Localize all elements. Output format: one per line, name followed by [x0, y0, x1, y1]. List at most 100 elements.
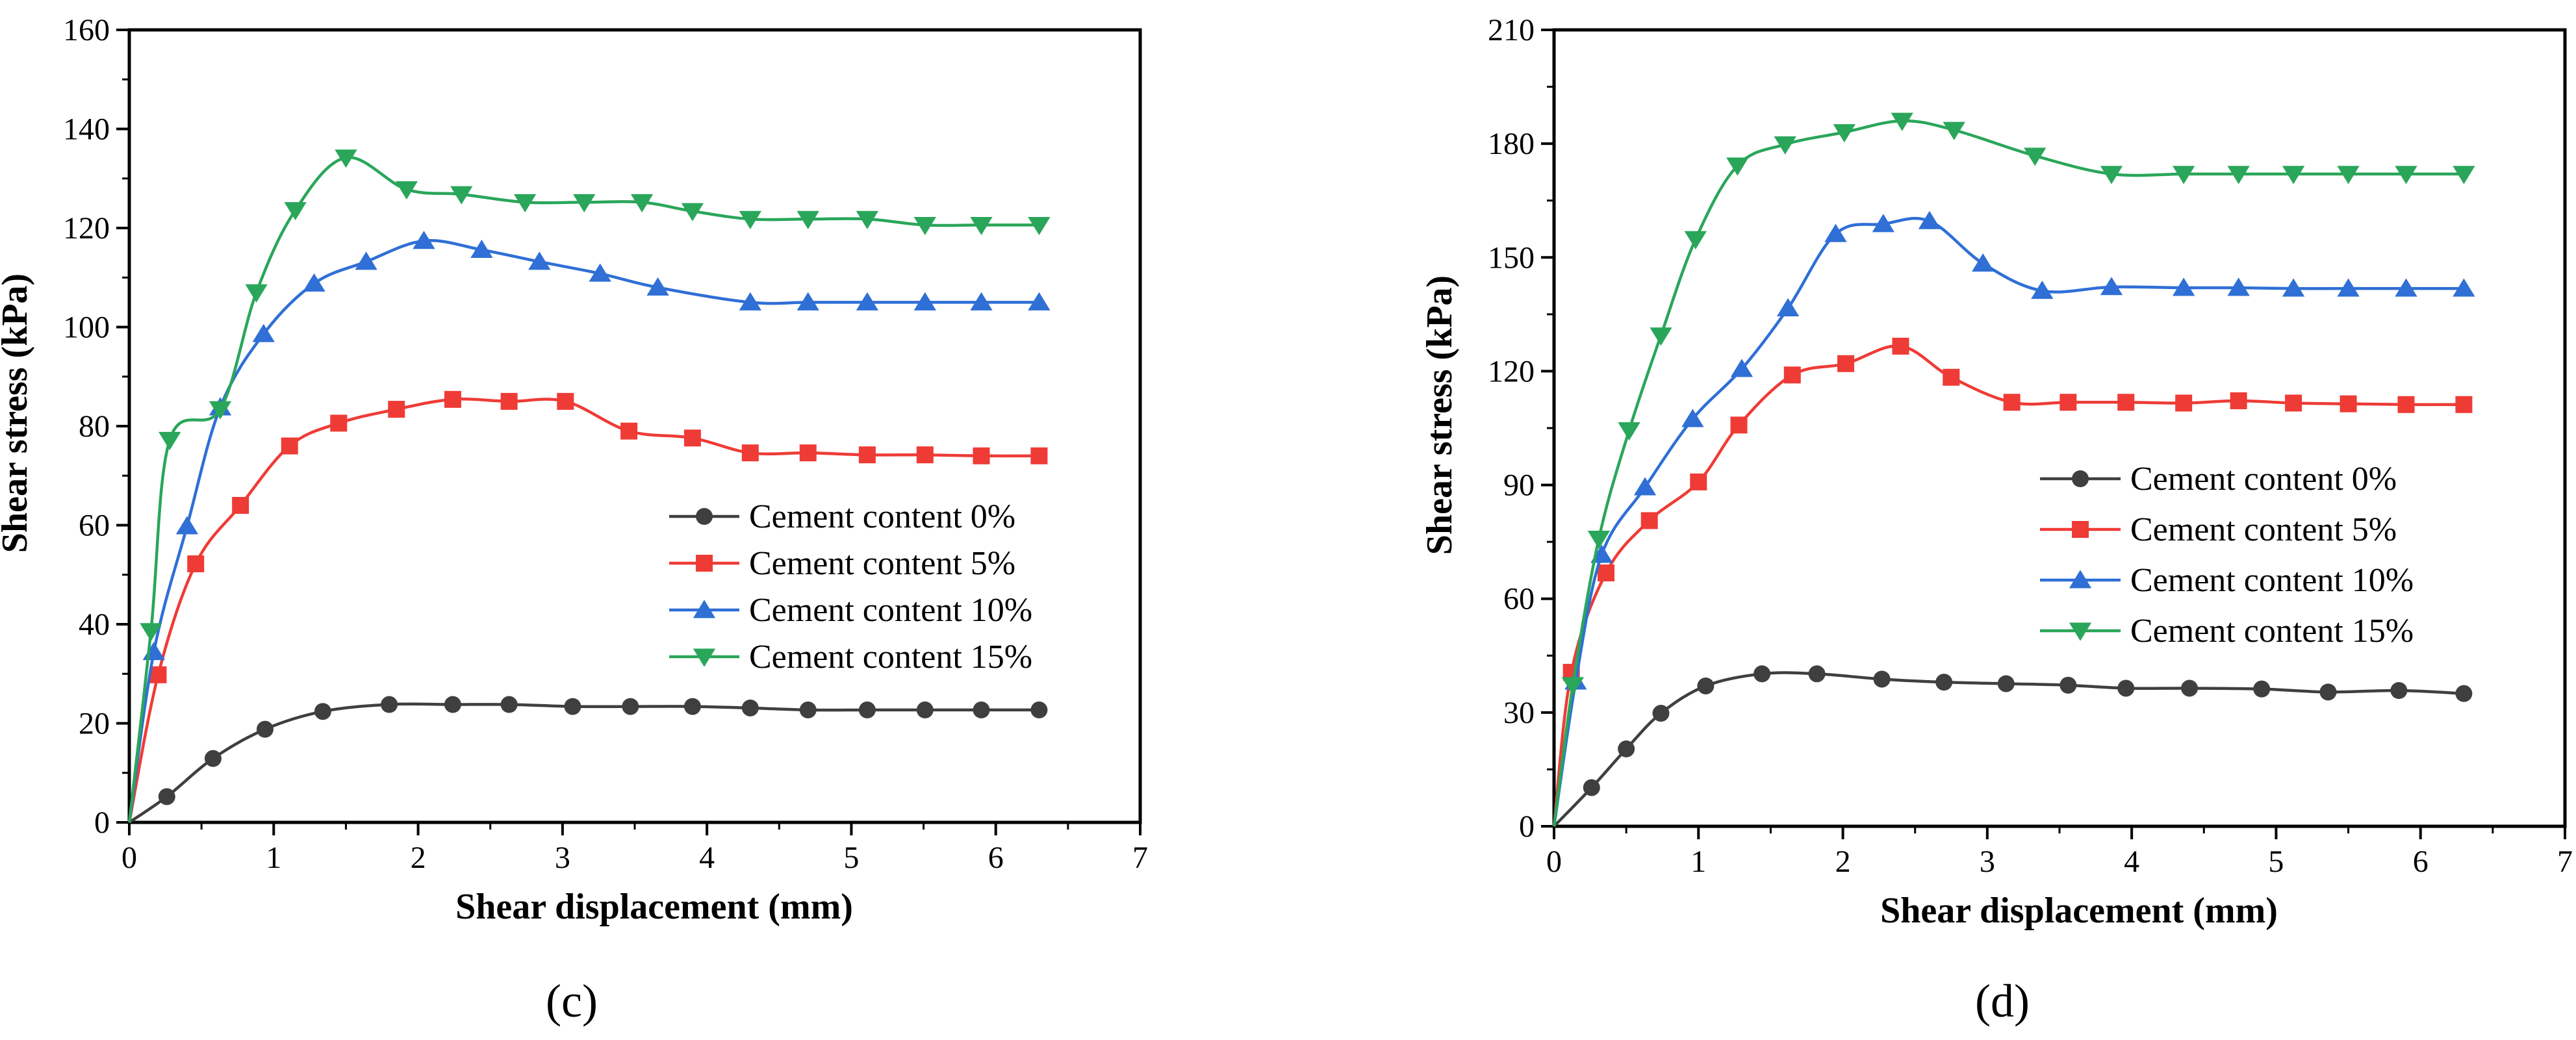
y-tick-label: 120 [1488, 354, 1535, 388]
data-point [140, 623, 162, 642]
data-point [528, 251, 551, 270]
series-1 [1552, 337, 2473, 827]
data-point [1972, 253, 1995, 272]
data-point [500, 696, 518, 713]
data-point [1730, 359, 1753, 377]
data-point [2319, 683, 2337, 701]
data-point [683, 429, 701, 447]
x-tick-label: 6 [988, 841, 1004, 875]
legend-swatch-marker [2072, 470, 2089, 487]
data-point [335, 149, 357, 168]
data-point [2397, 396, 2415, 413]
data-point [856, 292, 879, 311]
series-3 [1552, 112, 2475, 827]
legend-label: Cement content 10% [2130, 562, 2414, 599]
data-point [681, 203, 704, 222]
legend-label: Cement content 10% [749, 592, 1032, 629]
x-tick-label: 3 [555, 841, 570, 875]
data-point [2117, 679, 2135, 697]
legend-swatch-marker [2072, 521, 2089, 538]
data-point [252, 323, 275, 342]
x-tick-label: 3 [1980, 844, 1995, 879]
data-point [1726, 157, 1749, 176]
data-point [1583, 779, 1600, 796]
data-point [1873, 670, 1891, 688]
data-point [2453, 166, 2475, 184]
x-tick-label: 1 [266, 841, 281, 875]
data-point [2175, 394, 2193, 412]
y-axis-title: Shear stress (kPa) [0, 273, 35, 553]
data-point [2117, 394, 2135, 411]
data-point [1918, 210, 1941, 229]
data-point [175, 516, 199, 535]
legend-label: Cement content 15% [2130, 613, 2414, 650]
y-tick-label: 0 [1519, 809, 1535, 844]
data-point [797, 210, 819, 229]
data-point [158, 788, 175, 805]
data-point [2031, 281, 2054, 299]
data-point [470, 239, 493, 259]
data-point [2060, 394, 2077, 411]
data-point [1837, 355, 1855, 372]
y-tick-label: 20 [79, 707, 110, 741]
data-point [858, 701, 876, 718]
x-tick-label: 2 [411, 841, 426, 875]
data-point [413, 231, 435, 249]
data-point [970, 216, 993, 236]
data-point [2253, 680, 2271, 698]
data-point [381, 696, 398, 713]
data-point [739, 292, 761, 311]
data-point [646, 277, 669, 296]
data-point [1697, 677, 1715, 694]
data-point [444, 390, 461, 408]
series-0 [128, 696, 1048, 824]
data-point [2100, 277, 2123, 296]
data-point [149, 666, 167, 683]
data-point [564, 698, 581, 715]
data-point [444, 696, 461, 713]
y-tick-label: 90 [1503, 468, 1535, 503]
data-point [1824, 223, 1847, 242]
x-tick-label: 1 [1690, 844, 1706, 879]
data-point [159, 431, 181, 450]
data-point [1935, 674, 1953, 691]
data-point [1943, 368, 1960, 386]
data-point [2024, 147, 2047, 166]
data-point [355, 251, 377, 270]
data-point [2227, 277, 2250, 296]
data-point [741, 444, 759, 462]
data-point [573, 194, 596, 212]
data-point [1028, 216, 1051, 236]
data-point [2285, 394, 2302, 412]
data-point [2453, 278, 2475, 297]
data-point [284, 202, 307, 221]
data-point [388, 401, 405, 418]
series-1 [127, 390, 1048, 823]
data-point [1652, 705, 1670, 722]
panel-caption: (d) [1975, 975, 2030, 1027]
legend-swatch-marker [696, 508, 713, 525]
data-point [797, 292, 819, 311]
data-point [683, 698, 701, 715]
data-point [858, 446, 876, 464]
series-3 [127, 149, 1051, 823]
data-point [1587, 530, 1611, 550]
data-point [1891, 112, 1913, 131]
data-point [2282, 166, 2305, 184]
data-point [2340, 395, 2357, 412]
data-point [303, 273, 325, 292]
data-point [2227, 166, 2250, 184]
y-tick-label: 60 [79, 509, 110, 543]
data-point [916, 701, 934, 718]
data-point [1028, 292, 1051, 311]
data-point [1684, 231, 1707, 249]
data-point [630, 194, 654, 212]
y-tick-label: 100 [63, 311, 110, 345]
data-point [739, 210, 761, 229]
y-tick-label: 80 [79, 409, 110, 444]
legend-label: Cement content 5% [749, 545, 1015, 582]
data-point [245, 284, 268, 303]
data-point [620, 422, 638, 440]
data-point [799, 701, 817, 718]
x-tick-label: 5 [2268, 844, 2284, 879]
